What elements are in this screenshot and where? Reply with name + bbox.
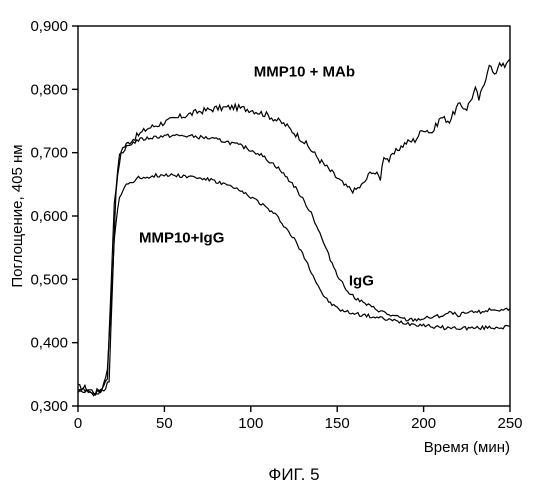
line-chart: 0,300 0,400 0,500 0,600 0,700 0,800 0,900 0 50 10… xyxy=(0,0,553,500)
label-mmp10-mab: MMP10 + MAb xyxy=(254,64,355,81)
x-axis-title: Время (мин) xyxy=(424,439,510,456)
y-axis-title: Поглощение, 405 нм xyxy=(9,144,26,287)
x-tick-label: 250 xyxy=(497,415,522,432)
y-tick-label: 0,400 xyxy=(30,335,68,352)
figure-container: 0,300 0,400 0,500 0,600 0,700 0,800 0,900 0 50 10… xyxy=(0,0,553,500)
label-igg: IgG xyxy=(349,273,374,290)
y-tick-label: 0,500 xyxy=(30,271,68,288)
x-tick-label: 200 xyxy=(411,415,436,432)
y-tick-label: 0,900 xyxy=(30,18,68,35)
plot-frame xyxy=(78,26,510,406)
x-tick-label: 150 xyxy=(325,415,350,432)
label-mmp10-igg: MMP10+IgG xyxy=(139,230,224,247)
series-mmp10-mab xyxy=(78,59,510,395)
figure-caption: ФИГ. 5 xyxy=(268,465,319,484)
x-tick-label: 50 xyxy=(156,415,173,432)
series-mmp10-igg xyxy=(78,174,510,396)
y-tick-label: 0,800 xyxy=(30,81,68,98)
y-tick-label: 0,600 xyxy=(30,208,68,225)
y-tick-label: 0,700 xyxy=(30,145,68,162)
x-tick-label: 100 xyxy=(238,415,263,432)
x-tick-label: 0 xyxy=(74,415,82,432)
y-tick-label: 0,300 xyxy=(30,398,68,415)
series-igg xyxy=(78,134,510,395)
